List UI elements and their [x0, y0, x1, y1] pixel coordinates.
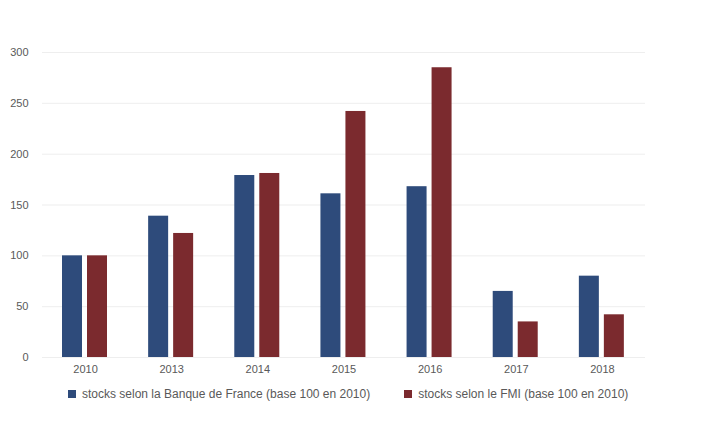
svg-text:2018: 2018: [590, 363, 614, 375]
svg-text:2017: 2017: [504, 363, 528, 375]
svg-text:50: 50: [16, 300, 28, 312]
svg-text:300: 300: [10, 46, 28, 58]
html-text:stocks selon le FMI (base 100: stocks selon le FMI (base 100 en 2010): [418, 387, 629, 401]
svg-text:200: 200: [10, 148, 28, 160]
svg-text:100: 100: [10, 249, 28, 261]
svg-text:250: 250: [10, 97, 28, 109]
svg-text:2014: 2014: [246, 363, 270, 375]
svg-text:2015: 2015: [332, 363, 356, 375]
html-text:stocks selon la Banque de Fran: stocks selon la Banque de France (base 1…: [82, 387, 371, 401]
svg-text:150: 150: [10, 199, 28, 211]
svg-text:0: 0: [22, 351, 28, 363]
svg-text:2016: 2016: [418, 363, 442, 375]
svg-text:2010: 2010: [73, 363, 97, 375]
svg-text:2013: 2013: [159, 363, 183, 375]
